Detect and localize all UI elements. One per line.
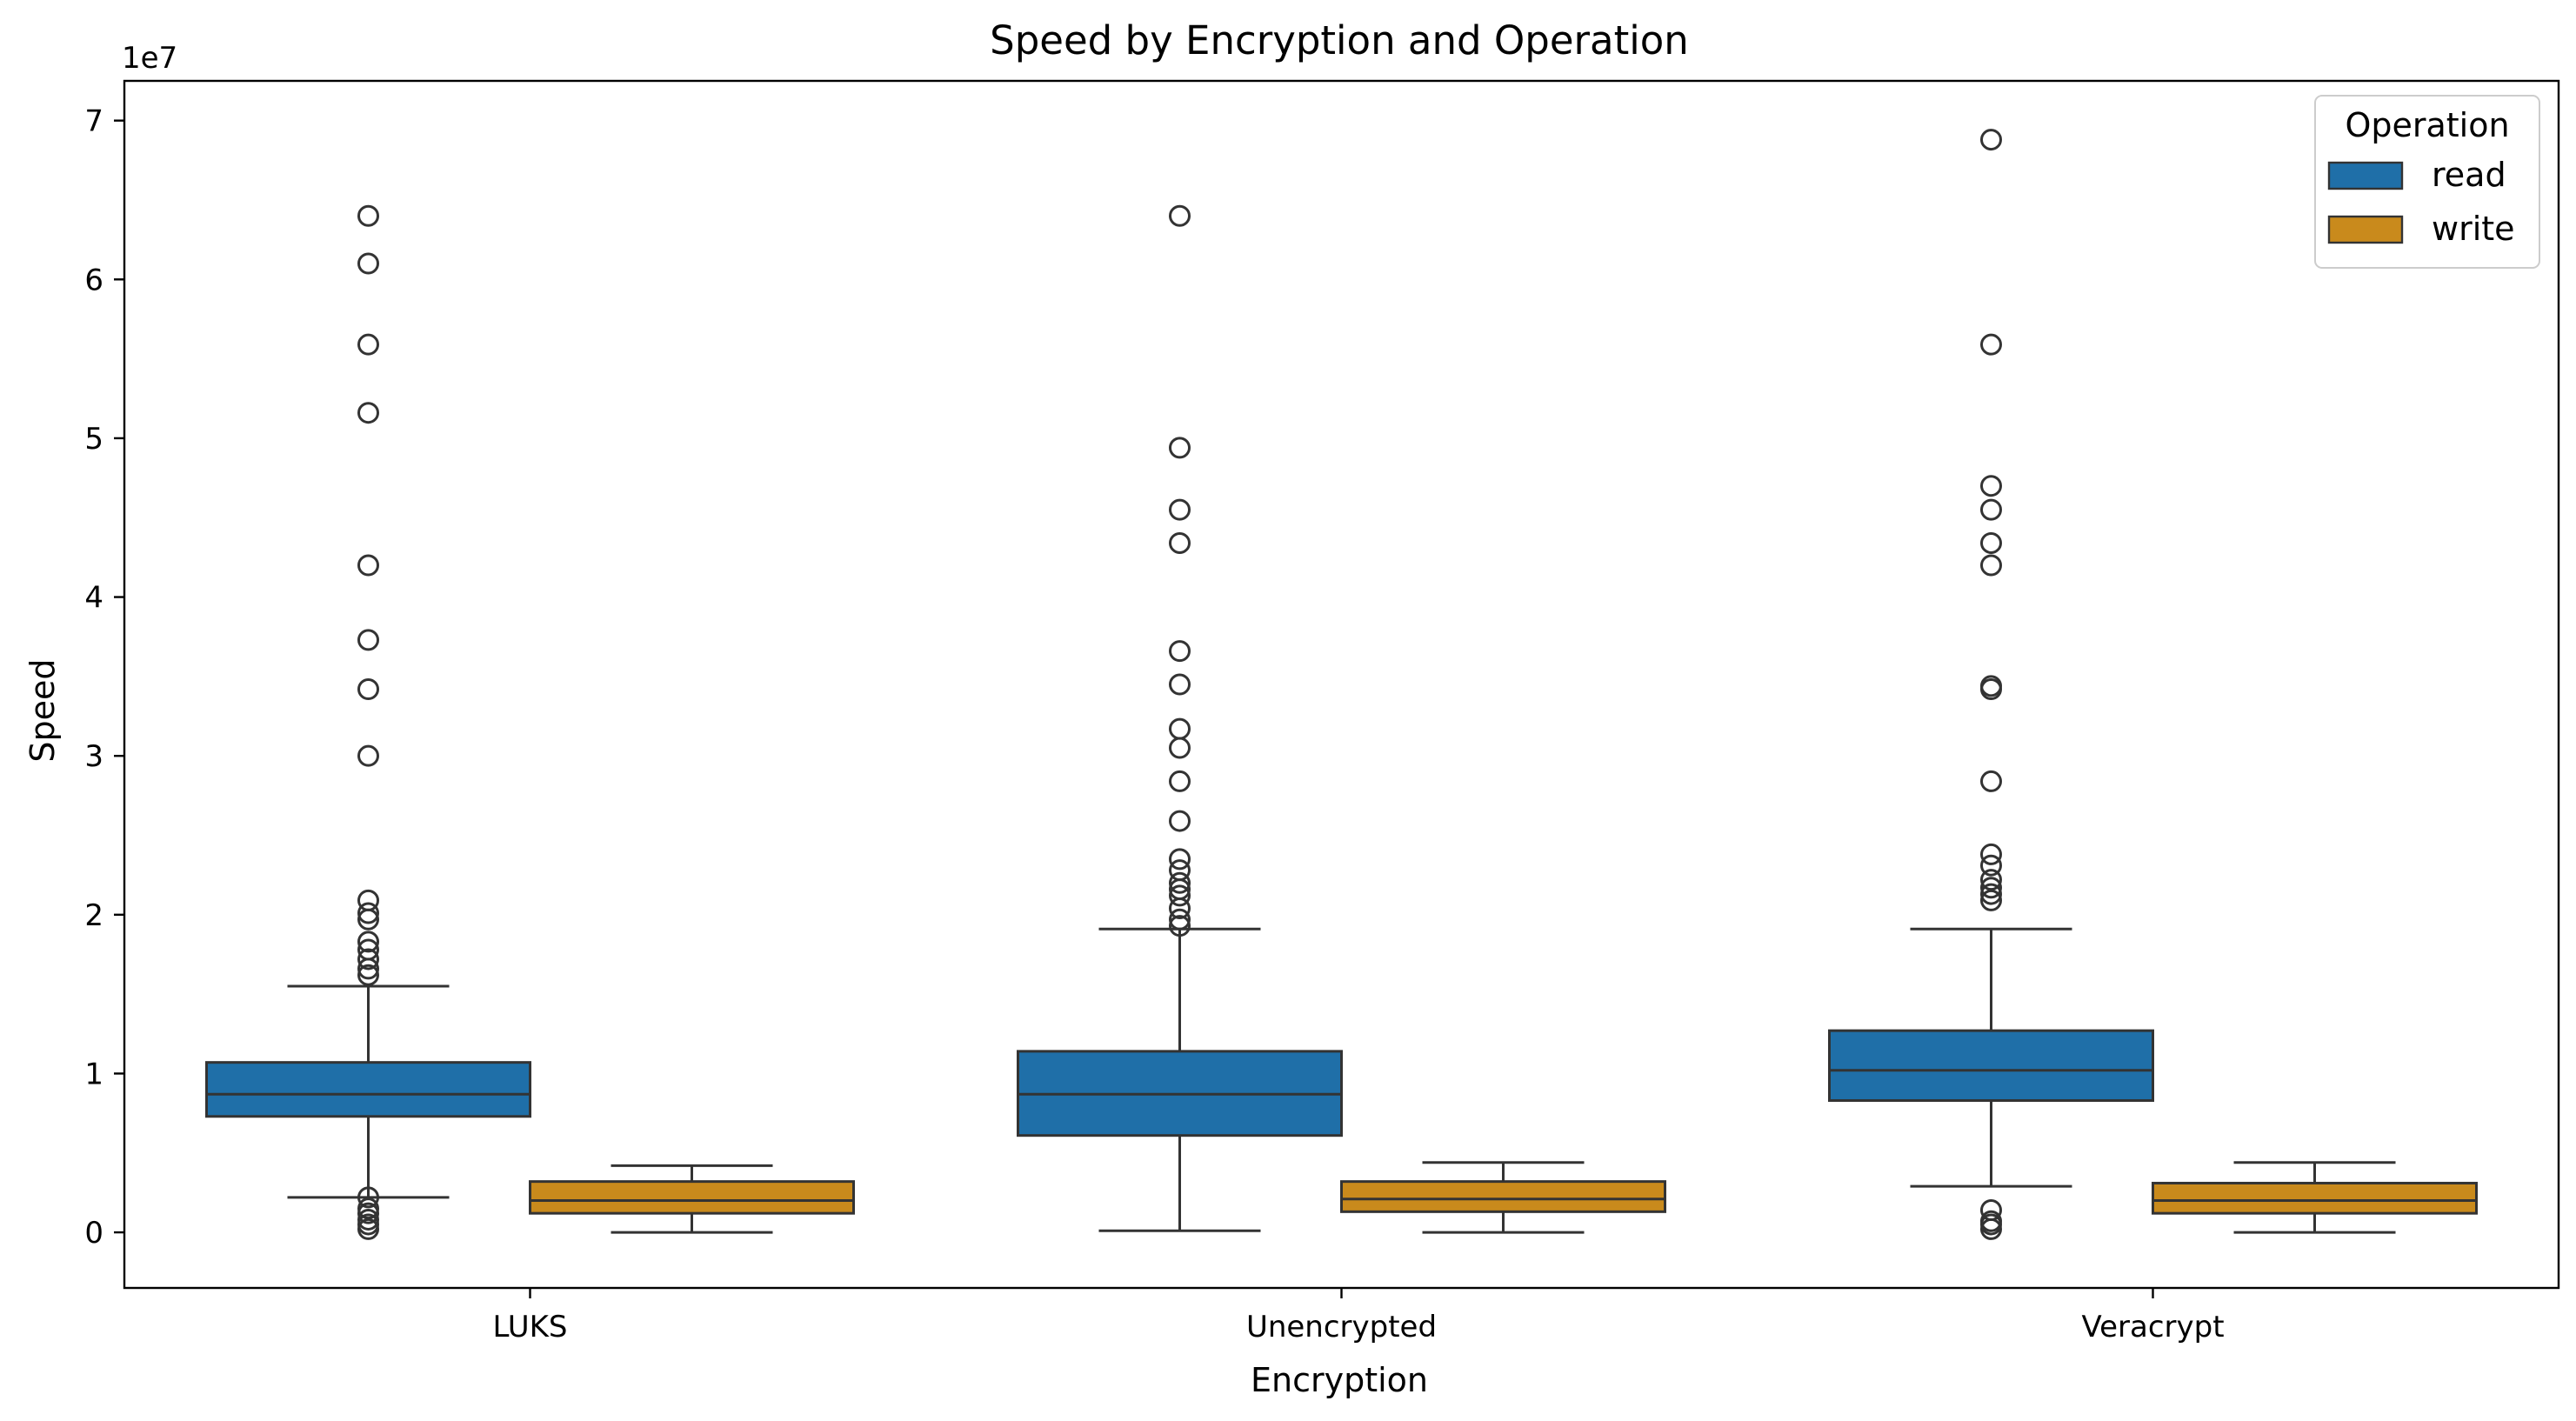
x-tick-label: LUKS — [492, 1310, 567, 1344]
outlier-point — [357, 402, 379, 424]
y-tick-label: 1 — [84, 1057, 103, 1091]
outlier-point — [357, 1208, 379, 1231]
box-body — [1340, 1180, 1666, 1213]
legend-label: write — [2432, 210, 2515, 248]
outlier-point — [357, 948, 379, 971]
outlier-point — [1980, 770, 2002, 792]
outlier-point — [357, 1186, 379, 1209]
y-axis: 0 1 2 3 4 5 6 7 — [84, 104, 124, 1251]
box-read-unencrypted — [1017, 204, 1343, 1232]
y-tick-label: 4 — [84, 581, 103, 616]
y-axis-title: Speed — [23, 658, 62, 762]
y-offset-label: 1e7 — [122, 41, 177, 76]
outlier-point — [1980, 129, 2002, 151]
outlier-point — [357, 677, 379, 700]
x-tick-label: Unencrypted — [1246, 1310, 1437, 1344]
outlier-point — [1980, 1210, 2002, 1232]
outlier-point — [357, 902, 379, 924]
outlier-point — [1980, 498, 2002, 521]
outlier-point — [357, 333, 379, 356]
legend-title: Operation — [2345, 106, 2509, 144]
outlier-point — [1169, 204, 1191, 227]
outlier-point — [1980, 889, 2002, 911]
outlier-point — [357, 554, 379, 577]
box-body — [529, 1180, 855, 1215]
outlier-point — [1169, 673, 1191, 696]
outlier-point — [1169, 437, 1191, 459]
legend-item-write: write — [2327, 210, 2515, 248]
x-tick-label: Veracrypt — [2081, 1310, 2224, 1344]
y-tick-label: 0 — [84, 1216, 103, 1251]
outlier-point — [1169, 915, 1191, 937]
outlier-point — [1980, 869, 2002, 891]
outlier-point — [1169, 871, 1191, 894]
outlier-point — [1980, 1199, 2002, 1222]
y-tick-label: 3 — [84, 739, 103, 774]
outlier-point — [1169, 848, 1191, 871]
outlier-point — [1169, 810, 1191, 832]
outlier-point — [1169, 640, 1191, 663]
outlier-point — [1980, 333, 2002, 356]
box-body — [1828, 1029, 2154, 1102]
legend-label: read — [2432, 156, 2506, 194]
outlier-point — [1980, 475, 2002, 497]
y-tick-label: 5 — [84, 422, 103, 457]
outlier-point — [1980, 531, 2002, 554]
outlier-point — [357, 964, 379, 986]
y-tick-label: 6 — [84, 263, 103, 297]
outlier-point — [357, 629, 379, 651]
outlier-point — [1980, 883, 2002, 905]
x-axis-title: Encryption — [1251, 1361, 1428, 1399]
box-body — [2152, 1181, 2478, 1215]
outlier-point — [1980, 554, 2002, 577]
outlier-point — [357, 1198, 379, 1220]
outlier-point — [357, 931, 379, 953]
outlier-point — [1169, 737, 1191, 759]
outlier-point — [1980, 675, 2002, 697]
box-write-luks — [529, 1164, 855, 1234]
outlier-point — [357, 204, 379, 227]
x-axis: LUKS Unencrypted Veracrypt — [492, 1288, 2225, 1344]
outlier-point — [1980, 843, 2002, 865]
outlier-point — [357, 744, 379, 767]
outlier-point — [1169, 859, 1191, 882]
legend: Operation read write — [2314, 95, 2540, 269]
outlier-point — [1169, 531, 1191, 554]
box-read-veracrypt — [1828, 129, 2154, 1240]
outlier-point — [357, 938, 379, 961]
outlier-point — [1169, 717, 1191, 740]
outlier-point — [357, 252, 379, 275]
legend-item-read: read — [2327, 156, 2506, 194]
plot-area — [205, 129, 2478, 1240]
chart-title: Speed by Encryption and Operation — [990, 17, 1689, 63]
legend-swatch — [2327, 215, 2404, 244]
outlier-point — [1169, 908, 1191, 931]
outlier-point — [357, 889, 379, 911]
box-body — [205, 1061, 531, 1118]
legend-swatch — [2327, 161, 2404, 190]
y-tick-label: 2 — [84, 898, 103, 933]
outlier-point — [1980, 877, 2002, 899]
y-tick-label: 7 — [84, 104, 103, 139]
outlier-point — [1169, 770, 1191, 792]
outlier-point — [1169, 498, 1191, 521]
box-write-unencrypted — [1340, 1161, 1666, 1234]
box-read-luks — [205, 204, 531, 1240]
outlier-point — [1980, 854, 2002, 877]
box-write-veracrypt — [2152, 1161, 2478, 1234]
outlier-point — [1169, 884, 1191, 907]
